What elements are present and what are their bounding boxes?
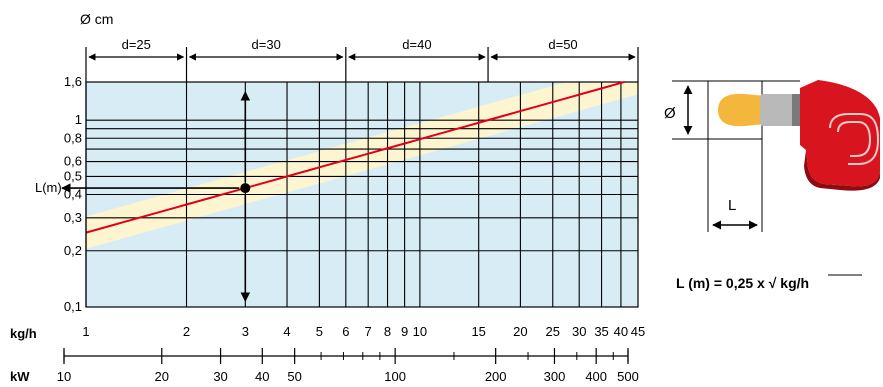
diameter-symbol: Ø — [664, 105, 676, 122]
example-reading — [61, 91, 251, 302]
kw-tick-label: 40 — [255, 369, 269, 384]
blast-tube — [760, 94, 800, 126]
range-label: d=40 — [402, 37, 431, 52]
x-tick-label: 6 — [342, 324, 349, 339]
y-tick-label: 0,2 — [64, 243, 82, 258]
kw-axis-label: kW — [10, 369, 30, 384]
kw-tick-label: 100 — [384, 369, 406, 384]
x-tick-label: 25 — [546, 324, 560, 339]
burner-body — [800, 80, 880, 187]
x-tick-label: 45 — [631, 324, 645, 339]
x-tick-label: 2 — [183, 324, 190, 339]
x-tick-label: 1 — [82, 324, 89, 339]
kw-tick-label: 400 — [585, 369, 607, 384]
burner-diagram: Ø L — [664, 80, 880, 232]
formula-text: L (m) = 0,25 x √ kg/h — [676, 275, 809, 291]
x-tick-label: 15 — [471, 324, 485, 339]
kw-tick-label: 300 — [544, 369, 566, 384]
kw-tick-label: 50 — [287, 369, 301, 384]
x-tick-label: 7 — [365, 324, 372, 339]
y-axis-label: L(m) — [35, 180, 62, 195]
y-tick-label: 0,4 — [64, 187, 82, 202]
kw-tick-label: 30 — [213, 369, 227, 384]
x-tick-label: 8 — [384, 324, 391, 339]
diameter-ranges: d=25 d=30 d=40 d=50 — [85, 37, 639, 307]
x-tick-label: 30 — [572, 324, 586, 339]
x-tick-label: 5 — [316, 324, 323, 339]
flame-icon — [718, 93, 765, 127]
kw-axis: 10 20 30 40 50 100 200 300 400 500 — [57, 348, 639, 384]
kw-tick-label: 20 — [155, 369, 169, 384]
length-symbol: L — [728, 197, 736, 214]
diameter-unit-label: Ø cm — [80, 11, 113, 27]
range-label: d=30 — [252, 37, 281, 52]
y-tick-label: 0,5 — [64, 168, 82, 183]
y-tick-labels: 0,1 0,2 0,3 0,4 0,50,6 0,8 1 1,6 — [64, 74, 82, 314]
example-point — [240, 183, 251, 194]
y-tick-label: 0,8 — [64, 130, 82, 145]
x-tick-labels: 1 2 3 4 5 6 7 8 9 10 15 20 25 30 35 40 45 — [82, 324, 645, 339]
x-axis-label: kg/h — [10, 326, 37, 341]
x-tick-label: 20 — [513, 324, 527, 339]
y-tick-label: 1 — [75, 112, 82, 127]
y-tick-label: 0,6 — [64, 154, 82, 169]
kw-tick-label: 500 — [617, 369, 639, 384]
x-tick-label: 35 — [594, 324, 608, 339]
tolerance-band — [86, 82, 638, 249]
kw-tick-label: 10 — [57, 369, 71, 384]
y-tick-label: 1,6 — [64, 74, 82, 89]
kw-tick-label: 200 — [485, 369, 507, 384]
x-tick-label: 9 — [401, 324, 408, 339]
x-tick-label: 3 — [242, 324, 249, 339]
x-tick-label: 10 — [413, 324, 427, 339]
y-tick-label: 0,1 — [64, 299, 82, 314]
length-curve — [85, 80, 625, 234]
x-tick-label: 4 — [283, 324, 290, 339]
x-tick-label: 40 — [614, 324, 628, 339]
y-tick-label: 0,3 — [64, 210, 82, 225]
burner-body-shadow — [804, 150, 880, 191]
range-label: d=25 — [122, 37, 151, 52]
plot-area — [61, 80, 639, 308]
range-label: d=50 — [548, 37, 577, 52]
